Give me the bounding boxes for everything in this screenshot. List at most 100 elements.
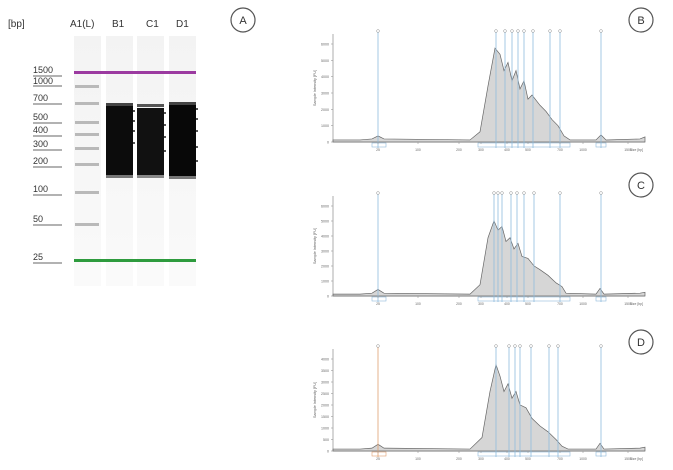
peak-region-box	[477, 296, 571, 302]
x-tick-label: 25	[376, 457, 380, 461]
x-tick-label: 300	[478, 302, 484, 306]
peak-region-box	[477, 142, 571, 148]
lane-label-b1: B1	[112, 19, 125, 30]
y-tick-label: 3500	[321, 369, 329, 373]
peak-marker-dot	[494, 29, 498, 33]
panel-label-d-text: D	[637, 337, 645, 349]
size-label-700: 700	[33, 93, 48, 103]
ladder-band	[75, 223, 99, 226]
x-tick-label: 1000	[579, 457, 587, 461]
x-tick-label: 400	[504, 302, 510, 306]
size-label-1500: 1500	[33, 65, 53, 75]
peak-marker-dot	[492, 191, 496, 195]
x-tick-label: 200	[456, 148, 462, 152]
signal-area	[332, 219, 646, 297]
sample-smear-c1	[137, 104, 164, 178]
panel-label-c-text: C	[637, 180, 645, 192]
peak-marker-dot	[376, 344, 380, 348]
gel-panel: [bp] A1(L) B1 C1 D1 1500 1000 700 500 40…	[8, 19, 198, 286]
ladder-band	[75, 121, 99, 124]
x-tick-label: 700	[557, 302, 563, 306]
x-tick-label: 100	[415, 302, 421, 306]
peak-marker-dot	[376, 29, 380, 33]
y-axis-label: Sample Intensity [FU]	[313, 228, 317, 264]
x-tick-label: 1500	[624, 302, 632, 306]
y-tick-label: 4000	[321, 235, 329, 239]
y-tick-label: 2000	[321, 404, 329, 408]
ladder-band	[75, 102, 99, 105]
size-label-500: 500	[33, 112, 48, 122]
y-axis-label: Sample Intensity [FU]	[313, 382, 317, 418]
x-tick-label: 100	[415, 457, 421, 461]
peak-marker-dot	[507, 344, 511, 348]
y-axis-label: Sample Intensity [FU]	[313, 70, 317, 106]
panel-label-a: A	[230, 7, 256, 33]
peak-marker-dot	[558, 29, 562, 33]
peak-marker-dot	[494, 344, 498, 348]
peak-marker-dot	[509, 191, 513, 195]
peak-marker-dot	[547, 344, 551, 348]
peak-marker-dot	[503, 29, 507, 33]
x-tick-label: 25	[376, 302, 380, 306]
peak-marker-dot	[599, 344, 603, 348]
peak-region-box	[371, 296, 387, 302]
size-label-25: 25	[33, 252, 43, 262]
ladder-band	[75, 191, 99, 194]
peak-marker-dot	[531, 29, 535, 33]
y-tick-label: 3000	[321, 92, 329, 96]
size-label-50: 50	[33, 214, 43, 224]
size-label-100: 100	[33, 184, 48, 194]
sample-smear-b1	[106, 103, 133, 178]
panel-label-a-text: A	[239, 15, 247, 27]
x-axis-label: Size [bp]	[630, 302, 643, 306]
y-tick-label: 6000	[321, 205, 329, 209]
sample-smear-d1	[169, 102, 196, 179]
peak-region-box	[595, 142, 607, 148]
lane-label-ladder: A1(L)	[70, 19, 94, 30]
peak-marker-dot	[532, 191, 536, 195]
x-tick-label: 25	[376, 148, 380, 152]
electropherogram-d: 4000 3500 3000 2500 2000 1500 1000 500 0 Sample I…	[313, 344, 646, 461]
lane-label-c1: C1	[146, 19, 159, 30]
x-tick-label: 1000	[579, 302, 587, 306]
panel-label-b: B	[628, 7, 654, 33]
y-tick-label: 2000	[321, 108, 329, 112]
x-axis-label: Size [bp]	[630, 457, 643, 461]
panel-label-c: C	[628, 172, 654, 198]
y-tick-label: 1000	[321, 124, 329, 128]
x-tick-label: 1500	[624, 457, 632, 461]
y-tick-label: 0	[327, 295, 329, 299]
x-tick-label: 500	[525, 302, 531, 306]
panel-label-b-text: B	[637, 15, 644, 27]
peak-marker-dot	[556, 344, 560, 348]
peak-marker-dot	[513, 344, 517, 348]
signal-area	[332, 363, 646, 452]
x-tick-label: 100	[415, 148, 421, 152]
upper-marker-band	[74, 71, 196, 74]
peak-marker-dot	[599, 191, 603, 195]
lane-label-d1: D1	[176, 19, 189, 30]
peak-marker-dot	[376, 191, 380, 195]
peak-region-box	[371, 451, 387, 457]
gel-unit-label: [bp]	[8, 19, 25, 30]
electropherogram-c: 6000 5000 4000 3000 2000 1000 0 Sample Intensit…	[313, 191, 646, 306]
x-tick-label: 400	[504, 148, 510, 152]
y-tick-label: 5000	[321, 220, 329, 224]
peak-region-box	[477, 451, 571, 457]
y-tick-label: 1000	[321, 427, 329, 431]
x-tick-label: 700	[557, 457, 563, 461]
y-tick-label: 4000	[321, 358, 329, 362]
band-tick-marks	[133, 108, 198, 162]
y-tick-label: 2000	[321, 265, 329, 269]
x-tick-label: 700	[557, 148, 563, 152]
x-tick-label: 1000	[579, 148, 587, 152]
size-label-300: 300	[33, 139, 48, 149]
y-tick-label: 0	[327, 450, 329, 454]
y-tick-label: 6000	[321, 43, 329, 47]
peak-region-box	[595, 296, 607, 302]
ladder-band	[75, 147, 99, 150]
peak-marker-dot	[510, 29, 514, 33]
y-tick-label: 3000	[321, 250, 329, 254]
size-label-1000: 1000	[33, 76, 53, 86]
